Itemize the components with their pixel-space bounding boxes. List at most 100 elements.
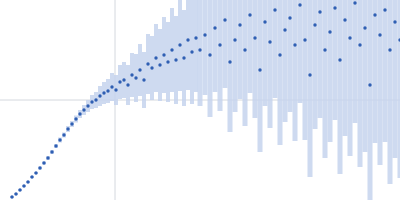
error-bar <box>368 0 373 200</box>
point <box>38 166 41 169</box>
error-bar <box>18 189 22 191</box>
error-bar <box>42 162 46 165</box>
point <box>178 43 181 46</box>
error-bar <box>22 185 26 187</box>
error-bar <box>248 0 253 93</box>
point <box>90 100 93 103</box>
error-bar <box>343 0 348 136</box>
error-bar <box>198 0 203 106</box>
error-bar <box>358 0 363 167</box>
error-bar <box>118 65 122 99</box>
point <box>383 8 386 11</box>
error-bar <box>90 95 94 109</box>
point <box>348 36 351 39</box>
point <box>298 3 301 6</box>
error-bar <box>298 0 303 103</box>
point <box>186 38 189 41</box>
point <box>58 138 61 141</box>
point <box>263 20 266 23</box>
error-bar <box>208 0 213 117</box>
point <box>373 13 376 16</box>
error-bar <box>110 73 114 101</box>
error-bar <box>398 0 400 178</box>
error-bar <box>373 0 378 143</box>
error-bar <box>158 29 162 101</box>
error-bar <box>313 0 318 129</box>
error-bar <box>58 138 62 143</box>
point <box>273 8 276 11</box>
point <box>203 33 206 36</box>
error-bar <box>34 172 38 174</box>
point <box>218 43 221 46</box>
point <box>258 68 261 71</box>
point <box>293 43 296 46</box>
error-bar <box>203 0 208 95</box>
point <box>283 28 286 31</box>
point <box>318 10 321 13</box>
point <box>198 48 201 51</box>
error-bar <box>130 53 134 97</box>
point <box>328 30 331 33</box>
error-bar <box>78 110 82 118</box>
error-bar <box>10 196 14 198</box>
point <box>353 1 356 4</box>
point <box>14 192 17 195</box>
point <box>130 73 133 76</box>
error-bar <box>283 0 288 122</box>
error-bar <box>182 10 186 106</box>
point <box>223 18 226 21</box>
error-bar <box>154 24 158 92</box>
error-bar <box>138 44 142 96</box>
point <box>106 89 109 92</box>
point <box>303 38 306 41</box>
error-bar <box>363 0 368 152</box>
point <box>86 104 89 107</box>
point <box>82 108 85 111</box>
point <box>338 58 341 61</box>
error-bar <box>228 0 233 132</box>
error-bar <box>253 0 258 118</box>
point <box>278 53 281 56</box>
point <box>170 48 173 51</box>
point <box>50 150 53 153</box>
point <box>46 156 49 159</box>
point <box>333 6 336 9</box>
point <box>378 33 381 36</box>
error-bar <box>122 62 126 98</box>
point <box>10 195 13 198</box>
error-bar <box>106 79 110 103</box>
point <box>213 26 216 29</box>
error-bar <box>278 0 283 145</box>
error-bar <box>223 0 228 88</box>
error-bar <box>263 0 268 106</box>
point <box>228 60 231 63</box>
error-bar <box>308 0 313 177</box>
point <box>126 83 129 86</box>
plot-area <box>10 0 400 200</box>
error-bar <box>353 0 358 123</box>
error-bar <box>190 0 194 104</box>
error-bar <box>82 105 86 115</box>
point <box>94 98 97 101</box>
point <box>190 50 193 53</box>
point <box>134 76 137 79</box>
error-bar <box>186 0 190 90</box>
point <box>253 36 256 39</box>
point <box>393 20 396 23</box>
error-bar <box>268 0 273 128</box>
error-bar <box>378 0 383 165</box>
point <box>363 26 366 29</box>
error-bar <box>178 0 182 91</box>
error-bar <box>258 0 263 152</box>
error-bar <box>38 167 42 170</box>
error-bar <box>170 8 174 92</box>
point <box>268 40 271 43</box>
point <box>158 63 161 66</box>
point <box>70 122 73 125</box>
point <box>208 53 211 56</box>
error-bar <box>126 65 130 105</box>
point <box>26 180 29 183</box>
point <box>22 184 25 187</box>
point <box>18 188 21 191</box>
point <box>313 23 316 26</box>
